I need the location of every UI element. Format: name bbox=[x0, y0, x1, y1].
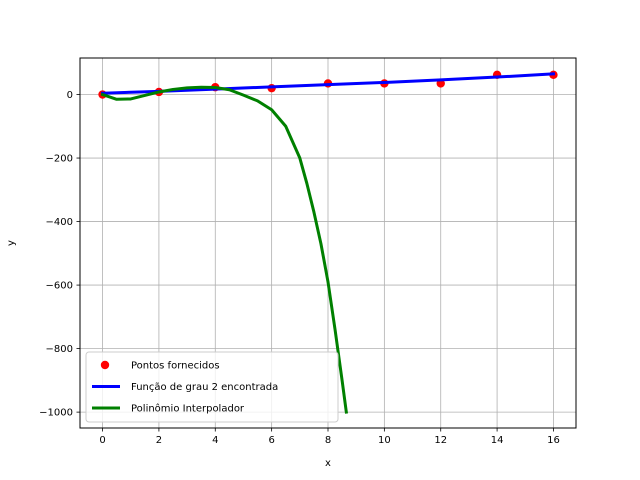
y-tick-label: −200 bbox=[46, 154, 73, 165]
y-tick-label: −400 bbox=[46, 217, 73, 228]
series-line bbox=[100, 85, 349, 414]
x-axis-label: x bbox=[325, 458, 331, 469]
x-tick-label: 8 bbox=[325, 435, 331, 446]
x-tick-label: 2 bbox=[156, 435, 162, 446]
legend-entry-label: Função de grau 2 encontrada bbox=[131, 382, 278, 393]
y-axis-label: y bbox=[6, 240, 17, 246]
x-tick-label: 4 bbox=[212, 435, 218, 446]
legend-entry-label: Polinômio Interpolador bbox=[131, 403, 245, 415]
y-tick-label: −1000 bbox=[39, 408, 73, 419]
y-tick-label: 0 bbox=[67, 90, 73, 101]
y-tick-label: −800 bbox=[46, 344, 73, 355]
y-tick-label: −600 bbox=[46, 281, 73, 292]
legend-box bbox=[85, 351, 339, 423]
axis-ticks: 0 2 4 6 8 10 12 14 16 0 −200 −400 −600 −800 −1000 bbox=[39, 90, 560, 446]
x-tick-label: 16 bbox=[547, 435, 560, 446]
x-tick-label: 10 bbox=[378, 435, 391, 446]
legend: Pontos fornecidos Função de grau 2 encont… bbox=[85, 351, 339, 423]
legend-marker bbox=[100, 360, 110, 370]
x-tick-label: 0 bbox=[99, 435, 105, 446]
series-line bbox=[101, 72, 556, 95]
x-tick-label: 6 bbox=[268, 435, 274, 446]
legend-entry-label: Pontos fornecidos bbox=[131, 361, 220, 372]
plot-series bbox=[98, 70, 558, 414]
x-tick-label: 14 bbox=[491, 435, 504, 446]
x-tick-label: 12 bbox=[434, 435, 447, 446]
